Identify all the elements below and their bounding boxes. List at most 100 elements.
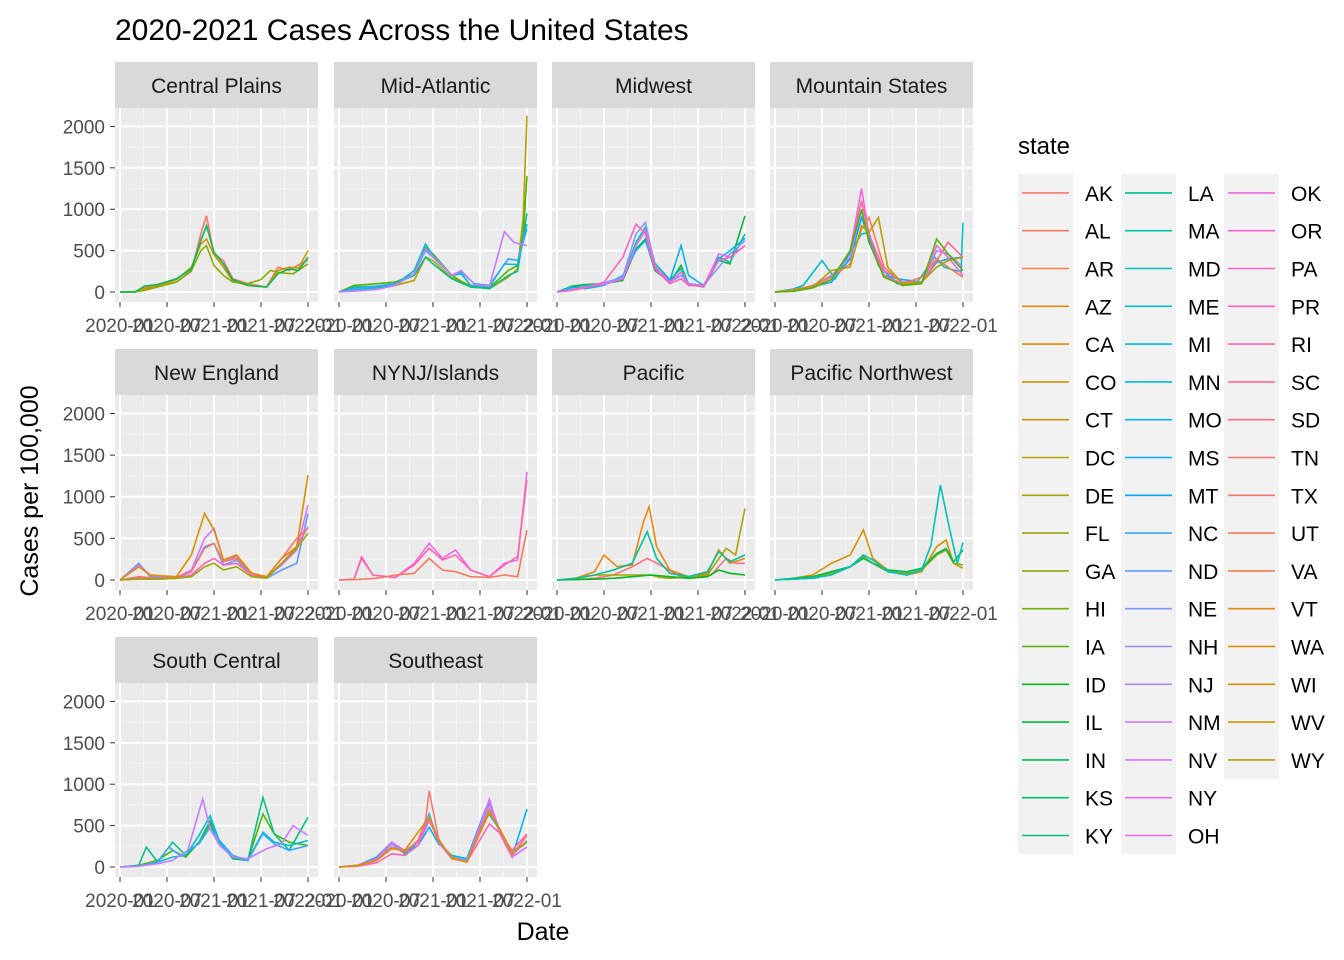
x-tick-label: 2021-07 bbox=[226, 316, 296, 337]
x-tick-label: 2020-07 bbox=[351, 604, 421, 625]
x-tick-label: 2020-07 bbox=[569, 316, 639, 337]
series-line-nv bbox=[556, 529, 746, 581]
y-tick-label: 1000 bbox=[63, 200, 105, 221]
series-line-wv bbox=[338, 229, 528, 293]
legend-label: GA bbox=[1085, 561, 1115, 584]
y-tick-label: 500 bbox=[73, 529, 105, 550]
facet-strip bbox=[334, 349, 537, 395]
y-tick-label: 1000 bbox=[63, 488, 105, 509]
legend-label: CO bbox=[1085, 372, 1117, 395]
x-tick-label: 2020-07 bbox=[569, 604, 639, 625]
legend-label: WY bbox=[1291, 750, 1325, 773]
x-tick-label: 2020-07 bbox=[132, 316, 202, 337]
x-tick-label: 2020-07 bbox=[132, 891, 202, 912]
series-line-ks bbox=[120, 237, 309, 293]
facet-strip bbox=[115, 62, 318, 108]
x-tick-label: 2020-01 bbox=[740, 316, 810, 337]
legend-label: NY bbox=[1188, 788, 1217, 811]
legend-label: SD bbox=[1291, 410, 1320, 433]
legend-label: ME bbox=[1188, 296, 1220, 319]
facet-strip-label: Central Plains bbox=[151, 75, 282, 98]
x-tick-label: 2020-01 bbox=[522, 316, 592, 337]
legend-label: CA bbox=[1085, 334, 1114, 357]
facet-panel: Pacific 2020-012020-072021-012021-072022-… bbox=[522, 349, 780, 625]
x-tick-label: 2021-01 bbox=[398, 891, 468, 912]
series-line-ok bbox=[119, 813, 309, 868]
x-tick-label: 2020-07 bbox=[132, 604, 202, 625]
x-tick-label: 2021-01 bbox=[179, 316, 249, 337]
x-tick-label: 2020-01 bbox=[304, 316, 374, 337]
x-tick-label: 2020-07 bbox=[351, 891, 421, 912]
legend-label: VA bbox=[1291, 561, 1317, 584]
x-tick-label: 2022-01 bbox=[492, 891, 562, 912]
facet-strip-label: Southeast bbox=[388, 650, 483, 673]
legend-label: NE bbox=[1188, 599, 1217, 622]
series-line-ny bbox=[338, 480, 528, 581]
x-tick-label: 2020-07 bbox=[787, 316, 857, 337]
y-tick-label: 2000 bbox=[63, 692, 105, 713]
legend-label: IL bbox=[1085, 712, 1103, 735]
y-tick-label: 2000 bbox=[63, 117, 105, 138]
series-line-mo bbox=[120, 244, 309, 293]
series-line-ri bbox=[119, 474, 309, 581]
legend-label: IA bbox=[1085, 637, 1105, 660]
legend-label: RI bbox=[1291, 334, 1312, 357]
x-tick-label: 2022-01 bbox=[710, 316, 780, 337]
legend-label: MN bbox=[1188, 372, 1221, 395]
legend-label: MS bbox=[1188, 448, 1220, 471]
legend-label: NH bbox=[1188, 637, 1218, 660]
x-tick-label: 2020-01 bbox=[85, 604, 155, 625]
legend-label: DC bbox=[1085, 448, 1115, 471]
legend-label: DE bbox=[1085, 485, 1114, 508]
facet-strip-label: Pacific Northwest bbox=[790, 362, 952, 385]
y-tick-label: 0 bbox=[94, 283, 105, 304]
x-tick-label: 2021-07 bbox=[445, 604, 515, 625]
legend-label: AZ bbox=[1085, 296, 1112, 319]
series-line-la bbox=[119, 794, 309, 868]
series-line-wy bbox=[774, 208, 964, 293]
facet-strip-label: New England bbox=[154, 362, 279, 385]
x-tick-label: 2022-01 bbox=[928, 316, 998, 337]
legend-label: AL bbox=[1085, 221, 1111, 244]
x-tick-label: 2022-01 bbox=[273, 316, 343, 337]
legend-label: TN bbox=[1291, 448, 1319, 471]
facet-panel: Southeast 2020-012020-072021-012021-07202… bbox=[304, 637, 562, 912]
legend-label: MT bbox=[1188, 485, 1218, 508]
legend-label: SC bbox=[1291, 372, 1320, 395]
y-axis-label: Cases per 100,000 bbox=[16, 385, 44, 596]
series-line-vt bbox=[119, 532, 309, 581]
facet-strip bbox=[115, 637, 318, 683]
facet-panel: Midwest 2020-012020-072021-012021-072022-… bbox=[522, 62, 780, 337]
legend: state AK AL AR AZ CA CO CT DC DE FL GA HI IA ID IL IN KS… bbox=[1018, 133, 1325, 855]
series-line-ak bbox=[774, 484, 964, 581]
facet-panel: New England 0 500 1000 1500 2000 2020-012020-0… bbox=[63, 349, 343, 625]
y-tick-label: 2000 bbox=[63, 404, 105, 425]
legend-key-column bbox=[1121, 174, 1176, 855]
x-tick-label: 2021-01 bbox=[616, 604, 686, 625]
legend-label: UT bbox=[1291, 523, 1319, 546]
x-tick-label: 2022-01 bbox=[710, 604, 780, 625]
legend-label: OH bbox=[1188, 826, 1220, 849]
x-tick-label: 2021-01 bbox=[834, 316, 904, 337]
legend-key-column bbox=[1018, 174, 1073, 855]
x-tick-label: 2021-07 bbox=[881, 604, 951, 625]
legend-label: HI bbox=[1085, 599, 1106, 622]
series-line-id bbox=[774, 527, 964, 581]
legend-label: OR bbox=[1291, 221, 1323, 244]
series-line-hi bbox=[556, 569, 746, 581]
panel-background bbox=[552, 108, 755, 302]
y-tick-label: 0 bbox=[94, 571, 105, 592]
x-tick-label: 2020-07 bbox=[351, 316, 421, 337]
x-tick-label: 2020-01 bbox=[740, 604, 810, 625]
y-tick-label: 1500 bbox=[63, 159, 105, 180]
series-line-ut bbox=[774, 215, 964, 293]
y-tick-label: 1000 bbox=[63, 775, 105, 796]
facet-strip bbox=[770, 349, 973, 395]
facet-panel: Mid-Atlantic 2020-012020-072021-012021-07… bbox=[304, 62, 562, 337]
facet-strip bbox=[334, 637, 537, 683]
y-tick-label: 500 bbox=[73, 817, 105, 838]
facet-strip-label: Pacific bbox=[623, 362, 685, 385]
panel-background bbox=[770, 108, 973, 302]
chart-title: 2020-2021 Cases Across the United States bbox=[115, 14, 689, 47]
legend-label: CT bbox=[1085, 410, 1113, 433]
